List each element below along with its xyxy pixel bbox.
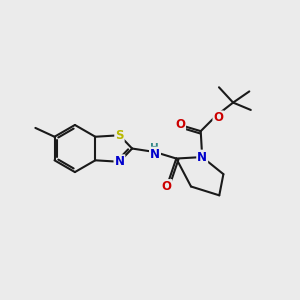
Text: O: O xyxy=(162,180,172,193)
Text: H: H xyxy=(150,143,159,153)
Text: O: O xyxy=(213,111,224,124)
Text: N: N xyxy=(150,148,160,160)
Text: S: S xyxy=(115,129,124,142)
Text: N: N xyxy=(115,155,124,168)
Text: N: N xyxy=(197,151,207,164)
Text: O: O xyxy=(175,118,185,131)
